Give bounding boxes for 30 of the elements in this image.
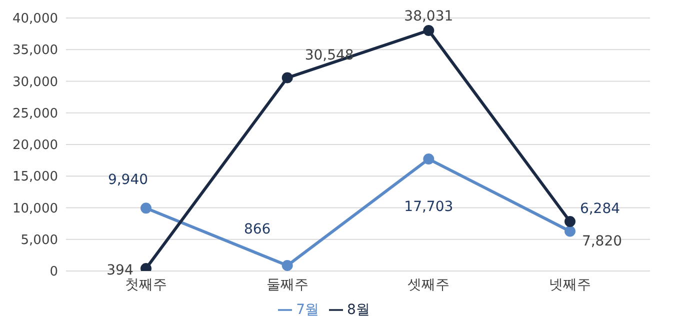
legend-label: 8월 [347,302,370,318]
data-label: 30,548 [304,48,354,64]
y-tick-label: 20,000 [12,138,58,154]
y-tick-label: 30,000 [12,74,58,90]
data-label: 6,284 [580,201,620,218]
point [564,216,576,228]
data-label: 866 [244,221,271,238]
data-label: 9,940 [108,172,148,188]
x-tick-label: 넷째주 [549,276,591,293]
point [282,72,293,84]
x-tick-label: 셋째주 [408,276,450,293]
data-label: 394 [106,262,134,278]
x-tick-label: 둘째주 [266,276,308,293]
data-label: 38,031 [404,8,454,24]
y-tick-label: 25,000 [12,106,58,122]
point [423,154,434,165]
point [423,24,434,36]
point [282,260,293,271]
y-tick-label: 15,000 [12,170,58,185]
y-tick-label: 0 [50,264,58,280]
y-tick-label: 40,000 [12,12,58,27]
data-label: 17,703 [404,198,454,215]
y-tick-label: 10,000 [12,201,58,216]
point [564,226,576,237]
legend-label: 7월 [296,302,319,318]
y-tick-label: 5,000 [20,232,58,248]
x-tick-label: 첫째주 [125,276,167,293]
point [140,202,152,214]
y-tick-label: 35,000 [12,43,58,58]
data-label: 7,820 [582,233,622,250]
